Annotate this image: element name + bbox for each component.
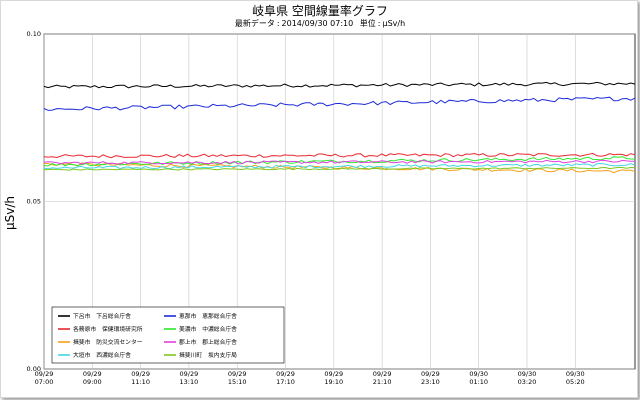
x-tick-time: 11:10 xyxy=(131,378,150,386)
x-tick-date: 09/29 xyxy=(276,370,295,378)
legend-label-1: 各務原市 保健環境研究所 xyxy=(73,325,143,333)
legend-label-6: 郡上市 郡上総合庁舎 xyxy=(179,338,237,346)
y-gridlines xyxy=(44,33,635,370)
unit-label: 単位 xyxy=(359,19,376,28)
x-tick-date: 09/29 xyxy=(83,370,102,378)
series-line-6 xyxy=(43,159,635,165)
x-tick-date: 09/29 xyxy=(421,370,440,378)
x-tick-time: 05:20 xyxy=(566,378,585,386)
x-tick-time: 15:10 xyxy=(228,378,247,386)
unit-value: μSv/h xyxy=(382,19,406,28)
legend-label-2: 揖斐市 防災交流センター xyxy=(73,338,143,346)
x-tick-date: 09/29 xyxy=(228,370,247,378)
legend-label-3: 大垣市 西濃総合庁舎 xyxy=(73,351,131,359)
chart-subtitle: 最新データ:2014/09/30 07:10 単位: μSv/h xyxy=(234,19,406,28)
legend-label-4: 恵那市 恵那総合庁舎 xyxy=(179,312,237,320)
x-tick-time: 01:10 xyxy=(469,378,488,386)
x-tick-labels: 09/2907:0009/2909:0009/2911:1009/2913:10… xyxy=(35,370,585,386)
series-line-7 xyxy=(43,166,636,171)
latest-data-value: 2014/09/30 07:10 xyxy=(281,19,354,28)
series-line-4 xyxy=(43,96,636,111)
x-tick-time: 21:10 xyxy=(373,378,392,386)
x-tick-date: 09/29 xyxy=(324,370,343,378)
series-line-0 xyxy=(43,81,636,89)
x-tick-time: 13:10 xyxy=(180,378,199,386)
y-tick-labels: 0.00 0.05 0.10 xyxy=(27,30,41,373)
legend-label-0: 下呂市 下呂総合庁舎 xyxy=(73,312,131,320)
x-tick-date: 09/29 xyxy=(373,370,392,378)
x-tick-date: 09/30 xyxy=(566,370,585,378)
x-tick-time: 07:00 xyxy=(35,378,54,386)
x-tick-time: 19:10 xyxy=(324,378,343,386)
chart-title: 岐阜県 空間線量率グラフ xyxy=(252,4,388,18)
series-line-1 xyxy=(43,152,636,159)
series-line-3 xyxy=(43,162,636,170)
legend-label-7: 揖斐川町 坂内支庁局 xyxy=(179,351,237,359)
y-axis-label: μSv/h xyxy=(3,196,17,230)
series-line-2 xyxy=(43,162,636,174)
x-tick-time: 17:10 xyxy=(276,378,295,386)
series-lines xyxy=(43,81,636,174)
x-tick-time: 09:00 xyxy=(83,378,102,386)
latest-data-label: 最新データ xyxy=(234,19,275,28)
y-tick-label: 0.05 xyxy=(27,198,41,206)
y-tick-label: 0.10 xyxy=(27,30,41,38)
x-tick-time: 03:20 xyxy=(518,378,537,386)
x-tick-date: 09/29 xyxy=(180,370,199,378)
series-line-5 xyxy=(43,156,636,167)
x-tick-date: 09/30 xyxy=(469,370,488,378)
x-tick-date: 09/30 xyxy=(518,370,537,378)
x-tick-date: 09/29 xyxy=(131,370,150,378)
legend-label-5: 美濃市 中濃総合庁舎 xyxy=(179,325,237,333)
x-tick-time: 23:10 xyxy=(421,378,440,386)
x-tick-date: 09/29 xyxy=(35,370,54,378)
y-tick-label: 0.00 xyxy=(27,365,41,373)
